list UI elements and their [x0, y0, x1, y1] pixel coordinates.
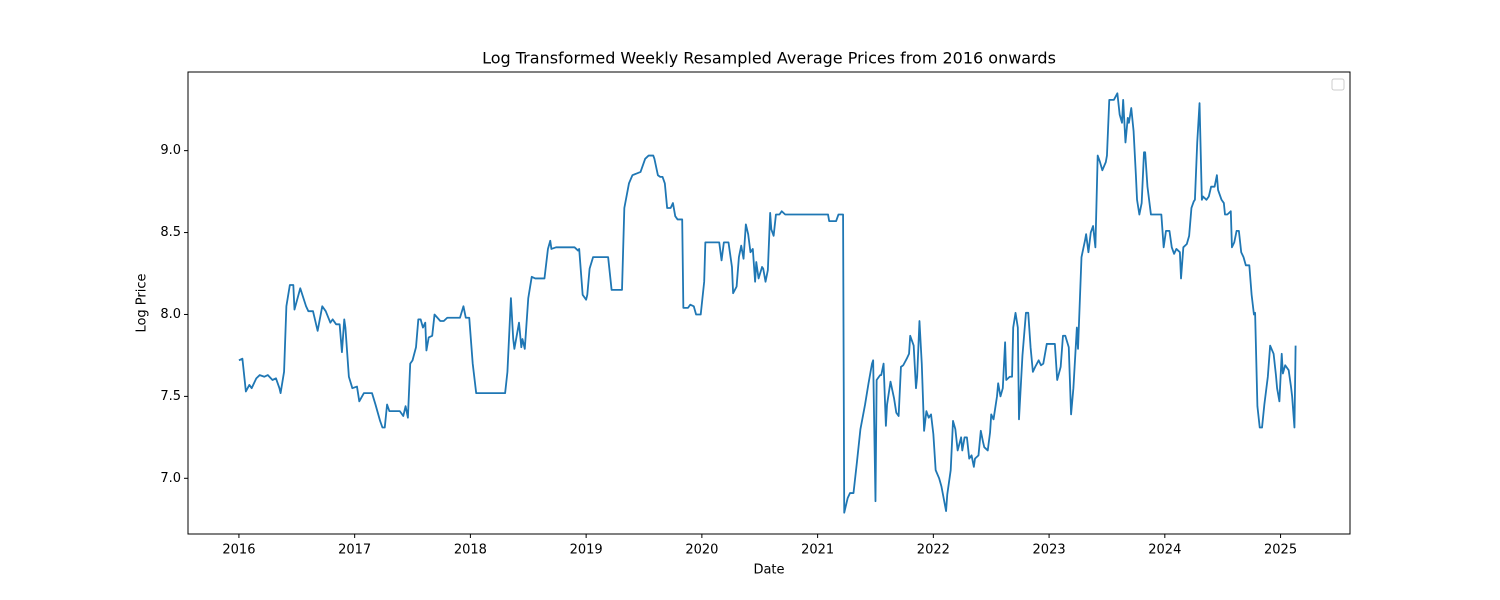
x-axis-label: Date — [753, 563, 784, 578]
x-tick-label: 2016 — [222, 543, 255, 558]
y-axis-label: Log Price — [135, 273, 150, 332]
x-tick-label: 2021 — [801, 543, 834, 558]
chart-title: Log Transformed Weekly Resampled Average… — [482, 49, 1056, 68]
x-tick-label: 2019 — [570, 543, 603, 558]
x-tick-label: 2024 — [1148, 543, 1181, 558]
y-tick-label: 8.5 — [160, 225, 181, 240]
legend — [1331, 78, 1345, 91]
x-tick-label: 2020 — [685, 543, 718, 558]
x-tick-label: 2018 — [454, 543, 487, 558]
plot-area — [238, 92, 1297, 514]
x-tick-label: 2025 — [1264, 543, 1297, 558]
axes-frame — [187, 71, 1351, 535]
y-tick-label: 7.0 — [160, 471, 181, 486]
price-line — [238, 92, 1297, 514]
x-tick-label: 2022 — [917, 543, 950, 558]
x-tick-label: 2023 — [1033, 543, 1066, 558]
y-tick-label: 7.5 — [160, 389, 181, 404]
x-tick-label: 2017 — [338, 543, 371, 558]
y-tick-label: 8.0 — [160, 307, 181, 322]
y-tick-label: 9.0 — [160, 143, 181, 158]
